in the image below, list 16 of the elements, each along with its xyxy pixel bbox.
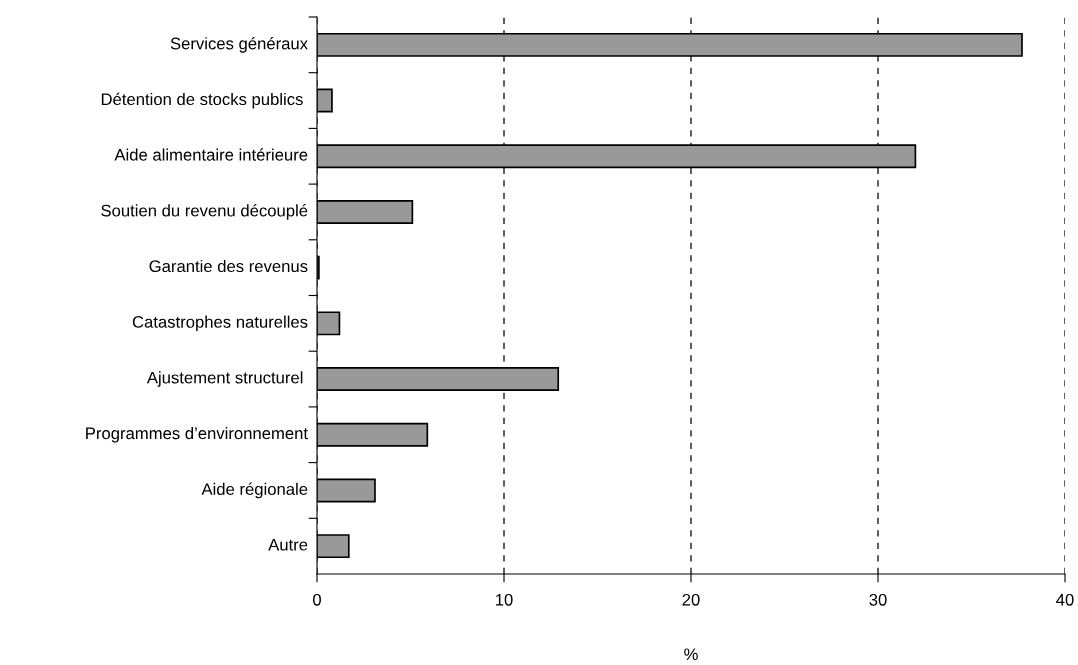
y-tick-label: Aide alimentaire intérieure bbox=[114, 148, 308, 161]
y-tick-label: Autre bbox=[268, 538, 308, 551]
x-tick-label: 40 bbox=[1056, 593, 1074, 606]
y-tick-label: Aide régionale bbox=[201, 482, 308, 499]
y-tick-label: Services généraux bbox=[170, 36, 308, 53]
x-tick-label: 10 bbox=[496, 593, 513, 606]
x-tick-label: 20 bbox=[682, 593, 700, 606]
y-tick-label: Garantie des revenus bbox=[149, 259, 308, 273]
y-tick-label: Soutien du revenu découplé bbox=[101, 204, 308, 220]
y-tick-label: Ajustement structurel bbox=[146, 371, 303, 387]
y-tick-label: Programmes d’environnement bbox=[86, 426, 308, 443]
y-tick-label: Catastrophes naturelles bbox=[132, 315, 308, 332]
x-tick-label: 30 bbox=[869, 593, 887, 606]
y-tick-label: Détention de stocks publics bbox=[101, 92, 303, 109]
x-axis-title: % bbox=[684, 648, 698, 661]
x-tick-label: 0 bbox=[313, 593, 321, 606]
